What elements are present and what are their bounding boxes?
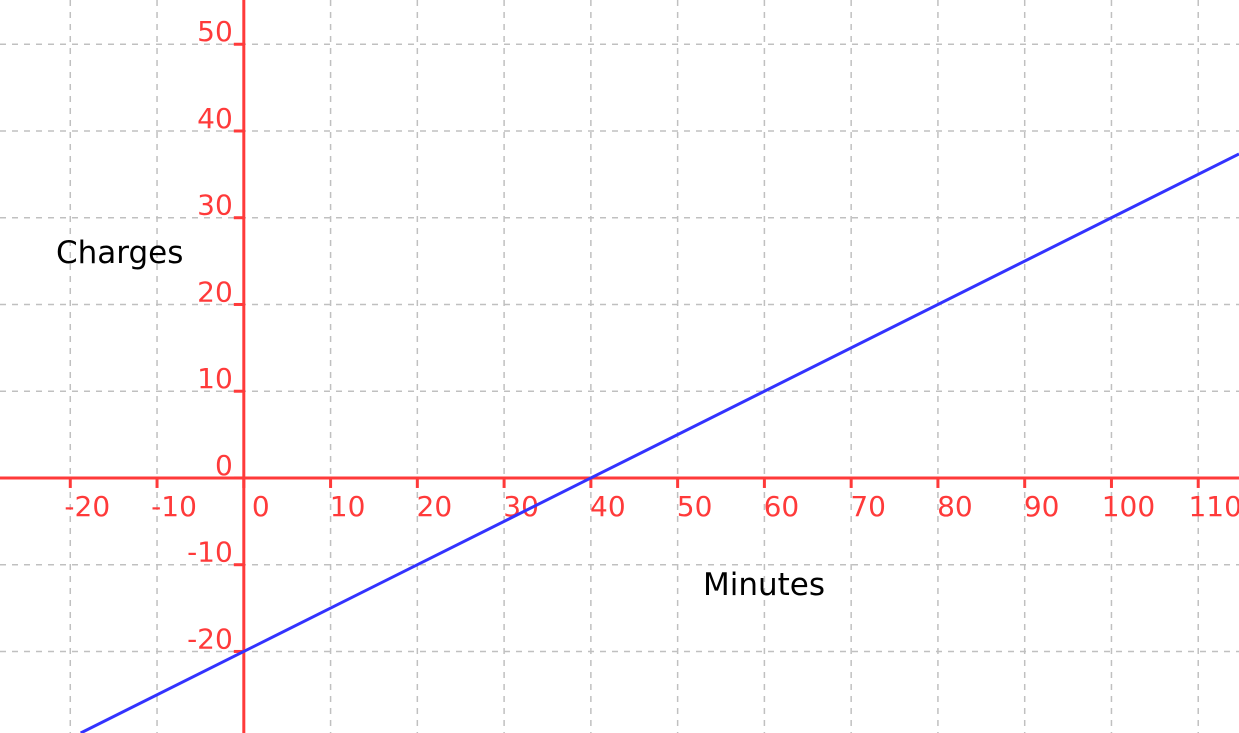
x-tick-label: 20	[417, 490, 453, 523]
x-tick-label: 100	[1102, 490, 1155, 523]
x-tick-label: 90	[1024, 490, 1060, 523]
y-tick-label: -20	[187, 622, 233, 655]
y-axis-label: Charges	[56, 235, 183, 271]
x-axis-label: Minutes	[703, 567, 825, 603]
y-tick-label: -10	[187, 536, 233, 569]
x-tick-label: -20	[64, 490, 110, 523]
series	[80, 152, 1239, 733]
x-tick-label: 0	[252, 490, 270, 523]
x-tick-label: 70	[850, 490, 886, 523]
y-tick-label: 0	[215, 449, 233, 482]
y-tick-label: 20	[197, 275, 233, 308]
y-tick-label: 40	[197, 102, 233, 135]
x-tick-label: 110	[1188, 490, 1239, 523]
x-tick-label: 50	[677, 490, 713, 523]
x-tick-label: 40	[590, 490, 626, 523]
x-tick-label: 80	[937, 490, 973, 523]
x-tick-label: 10	[330, 490, 366, 523]
series-line	[80, 152, 1239, 733]
y-tick-label: 30	[197, 189, 233, 222]
x-tick-label: -10	[151, 490, 197, 523]
y-tick-label: 50	[197, 15, 233, 48]
x-tick-label: 60	[764, 490, 800, 523]
y-tick-label: 10	[197, 362, 233, 395]
ticks: -20 -10 0 10 20 30 40 50 60 70 80 90 100 110 -20 -10 0 10…	[64, 15, 1239, 655]
